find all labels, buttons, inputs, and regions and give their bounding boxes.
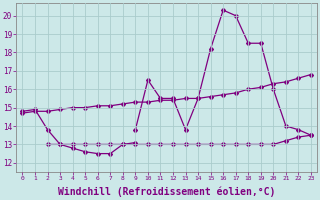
X-axis label: Windchill (Refroidissement éolien,°C): Windchill (Refroidissement éolien,°C): [58, 187, 276, 197]
